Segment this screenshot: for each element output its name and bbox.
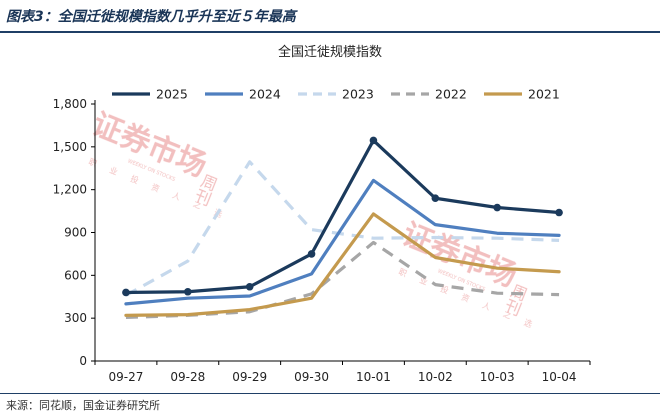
data-point-2025 — [369, 136, 378, 145]
x-tick-label: 09-28 — [170, 370, 205, 384]
series-line-2021 — [124, 212, 561, 317]
chart-title: 全国迁徙规模指数 — [278, 44, 382, 60]
y-tick-label: 1,500 — [53, 140, 87, 154]
legend-label-2025: 2025 — [156, 87, 188, 102]
y-tick-label: 300 — [64, 311, 87, 325]
y-tick-label: 600 — [64, 268, 87, 282]
y-tick-label: 900 — [64, 226, 87, 240]
y-tick-label: 1,800 — [53, 97, 87, 111]
legend-label-2024: 2024 — [249, 87, 281, 102]
x-tick-label: 10-01 — [356, 370, 391, 384]
bottom-rule — [0, 393, 660, 394]
y-tick-label: 1,200 — [53, 183, 87, 197]
chart-legend: 2025 2024 2023 2022 2021 — [112, 87, 560, 102]
data-point-2025 — [555, 208, 563, 217]
data-point-2025 — [493, 203, 501, 212]
chart-axes: 0 300 600 900 1,200 1,500 1,800 09-27 09-28 09-29… — [53, 97, 591, 384]
data-point-2025 — [431, 194, 440, 203]
y-tick-label: 0 — [79, 354, 87, 368]
data-point-2025 — [184, 287, 192, 296]
x-tick-label: 10-03 — [480, 370, 515, 384]
x-tick-label: 09-27 — [109, 370, 144, 384]
legend-label-2021: 2021 — [528, 87, 560, 102]
series-line-2022 — [125, 240, 560, 320]
legend-label-2023: 2023 — [342, 87, 374, 102]
legend-label-2022: 2022 — [435, 87, 467, 102]
series-line-2025 — [124, 138, 561, 295]
data-point-2025 — [122, 288, 130, 297]
data-point-2025 — [307, 250, 316, 258]
source-note: 来源：同花顺，国金证券研究所 — [6, 399, 160, 412]
top-rule — [0, 31, 660, 33]
data-point-2025 — [245, 282, 254, 291]
series-line-2024 — [124, 178, 561, 306]
x-tick-label: 09-29 — [232, 370, 267, 384]
x-tick-label: 10-02 — [418, 370, 453, 384]
series-line-2023 — [125, 160, 560, 297]
figure-title: 图表3：全国迁徙规模指数几乎升至近５年最高 — [6, 9, 296, 25]
series-lines — [122, 136, 563, 320]
x-tick-label: 10-04 — [542, 370, 577, 384]
x-tick-label: 09-30 — [294, 370, 329, 384]
